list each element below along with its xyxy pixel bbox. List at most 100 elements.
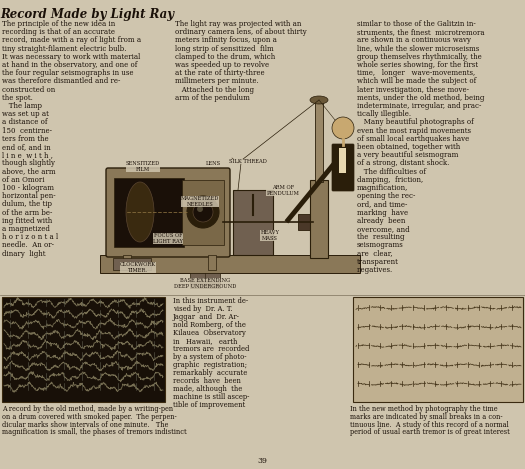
- Bar: [353, 297, 523, 402]
- Circle shape: [193, 202, 213, 222]
- Bar: [182, 180, 224, 245]
- Text: ters from the: ters from the: [2, 135, 49, 143]
- Text: records  have  been: records have been: [173, 377, 241, 385]
- Text: MAGNETIZED
NEEDLES: MAGNETIZED NEEDLES: [181, 196, 219, 207]
- Text: overcome, and: overcome, and: [357, 225, 410, 233]
- Bar: [114, 178, 184, 247]
- Text: recording is that of an accurate: recording is that of an accurate: [2, 28, 115, 36]
- Bar: [298, 214, 320, 230]
- Text: millimeters per minute.: millimeters per minute.: [175, 77, 259, 85]
- Text: dulum, the tip: dulum, the tip: [2, 200, 52, 208]
- Text: are shown in a continuous wavy: are shown in a continuous wavy: [357, 37, 471, 45]
- Text: The principle of the new idea in: The principle of the new idea in: [2, 20, 116, 28]
- Text: period of usual earth tremor is of great interest: period of usual earth tremor is of great…: [350, 428, 510, 436]
- Text: was therefore dismantled and re-: was therefore dismantled and re-: [2, 77, 120, 85]
- Text: marking  have: marking have: [357, 209, 408, 217]
- Text: needle.  An or-: needle. An or-: [2, 242, 54, 250]
- Text: tically illegible.: tically illegible.: [357, 110, 411, 118]
- Text: ord, and time-: ord, and time-: [357, 200, 407, 208]
- Text: on a drum covered with smoked paper.  The perpen-: on a drum covered with smoked paper. The…: [2, 413, 177, 421]
- Text: in   Hawaii,   earth: in Hawaii, earth: [173, 337, 237, 345]
- Text: BASE EXTENDING
DEEP UNDERGROUND: BASE EXTENDING DEEP UNDERGROUND: [174, 278, 236, 289]
- Text: damping,  friction,: damping, friction,: [357, 176, 423, 184]
- Text: been obtained, together with: been obtained, together with: [357, 143, 460, 151]
- Text: SILK THREAD: SILK THREAD: [229, 159, 267, 164]
- Bar: [310, 180, 328, 258]
- Bar: [190, 273, 220, 288]
- Circle shape: [197, 206, 203, 212]
- Text: tible of improvement: tible of improvement: [173, 401, 245, 409]
- Text: In the new method by photography the time: In the new method by photography the tim…: [350, 405, 498, 413]
- Text: of a strong, distant shock.: of a strong, distant shock.: [357, 159, 449, 167]
- Bar: [208, 255, 216, 270]
- Text: tremors are  recorded: tremors are recorded: [173, 345, 249, 353]
- Text: at the rate of thirty-three: at the rate of thirty-three: [175, 69, 265, 77]
- Bar: [2, 297, 165, 402]
- Text: graphic  registration;: graphic registration;: [173, 361, 247, 369]
- Text: seismograms: seismograms: [357, 242, 404, 250]
- Text: of the arm be-: of the arm be-: [2, 209, 52, 217]
- Text: FOCUS OF
LIGHT RAY: FOCUS OF LIGHT RAY: [153, 233, 183, 244]
- Text: constructed on: constructed on: [2, 86, 55, 94]
- Text: remarkably  accurate: remarkably accurate: [173, 369, 247, 377]
- Text: already  been: already been: [357, 217, 405, 225]
- Text: magnification,: magnification,: [357, 184, 408, 192]
- Circle shape: [332, 117, 354, 139]
- Text: of small local earthquakes have: of small local earthquakes have: [357, 135, 469, 143]
- Text: group themselves rhythmically, the: group themselves rhythmically, the: [357, 53, 482, 61]
- Text: marks are indicated by small breaks in a con-: marks are indicated by small breaks in a…: [350, 413, 502, 421]
- Text: transparent: transparent: [357, 258, 399, 266]
- Text: a magnetized: a magnetized: [2, 225, 50, 233]
- Text: It was necessary to work with material: It was necessary to work with material: [2, 53, 140, 61]
- Text: clamped to the drum, which: clamped to the drum, which: [175, 53, 275, 61]
- Text: Record Made by Light Ray: Record Made by Light Ray: [1, 8, 174, 21]
- Text: meters infinity focus, upon a: meters infinity focus, upon a: [175, 37, 277, 45]
- Text: dicular marks show intervals of one minute.   The: dicular marks show intervals of one minu…: [2, 421, 169, 429]
- Text: magnification is small, the phases of tremors indistinct: magnification is small, the phases of tr…: [2, 428, 187, 436]
- Text: tiny straight-filament electric bulb.: tiny straight-filament electric bulb.: [2, 45, 127, 53]
- Text: opening the rec-: opening the rec-: [357, 192, 415, 200]
- Text: Jaggar  and  Dr. Ar-: Jaggar and Dr. Ar-: [173, 313, 240, 321]
- Text: Attached to the long: Attached to the long: [175, 86, 254, 94]
- Text: dinary  light: dinary light: [2, 250, 46, 257]
- Text: The lamp: The lamp: [2, 102, 42, 110]
- Text: ments, under the old method, being: ments, under the old method, being: [357, 94, 485, 102]
- Text: ing fitted with: ing fitted with: [2, 217, 52, 225]
- Text: a distance of: a distance of: [2, 118, 47, 127]
- Text: The light ray was projected with an: The light ray was projected with an: [175, 20, 301, 28]
- Text: arm of the pendulum: arm of the pendulum: [175, 94, 250, 102]
- Circle shape: [187, 196, 219, 228]
- Text: the spot.: the spot.: [2, 94, 33, 102]
- Text: 100 - kilogram: 100 - kilogram: [2, 184, 54, 192]
- Text: end of, and in: end of, and in: [2, 143, 51, 151]
- Text: l i n e  w i t h ,: l i n e w i t h ,: [2, 151, 53, 159]
- Text: was set up at: was set up at: [2, 110, 49, 118]
- Text: the  resulting: the resulting: [357, 233, 404, 241]
- Text: struments, the finest  microtremora: struments, the finest microtremora: [357, 28, 485, 36]
- Text: SENSITIZED
FILM: SENSITIZED FILM: [126, 161, 160, 172]
- Text: ARM OF
PENDULUM: ARM OF PENDULUM: [267, 185, 299, 196]
- Text: of an Omori: of an Omori: [2, 176, 45, 184]
- Text: ordinary camera lens, of about thirty: ordinary camera lens, of about thirty: [175, 28, 307, 36]
- Text: made, although  the: made, although the: [173, 385, 242, 393]
- Text: line, while the slower microseisms: line, while the slower microseisms: [357, 45, 479, 53]
- Ellipse shape: [310, 96, 328, 104]
- Text: later investigation, these move-: later investigation, these move-: [357, 86, 469, 94]
- Text: vised by  Dr. A. T.: vised by Dr. A. T.: [173, 305, 233, 313]
- Ellipse shape: [126, 182, 154, 242]
- Text: The difficulties of: The difficulties of: [357, 167, 426, 175]
- Text: was speeded up to revolve: was speeded up to revolve: [175, 61, 269, 69]
- Text: time,   longer   wave-movements,: time, longer wave-movements,: [357, 69, 475, 77]
- Text: above, the arm: above, the arm: [2, 167, 56, 175]
- Text: even the most rapid movements: even the most rapid movements: [357, 127, 471, 135]
- Bar: [123, 255, 131, 270]
- Text: similar to those of the Galitzin in-: similar to those of the Galitzin in-: [357, 20, 476, 28]
- Text: In this instrument de-: In this instrument de-: [173, 297, 248, 305]
- Text: nold Romberg, of the: nold Romberg, of the: [173, 321, 246, 329]
- Bar: [315, 100, 323, 182]
- Bar: [339, 148, 346, 173]
- Text: at hand in the observatory, and one of: at hand in the observatory, and one of: [2, 61, 138, 69]
- Text: long strip of sensitized  film: long strip of sensitized film: [175, 45, 274, 53]
- Text: are  clear,: are clear,: [357, 250, 393, 257]
- Text: the four regular seismographs in use: the four regular seismographs in use: [2, 69, 133, 77]
